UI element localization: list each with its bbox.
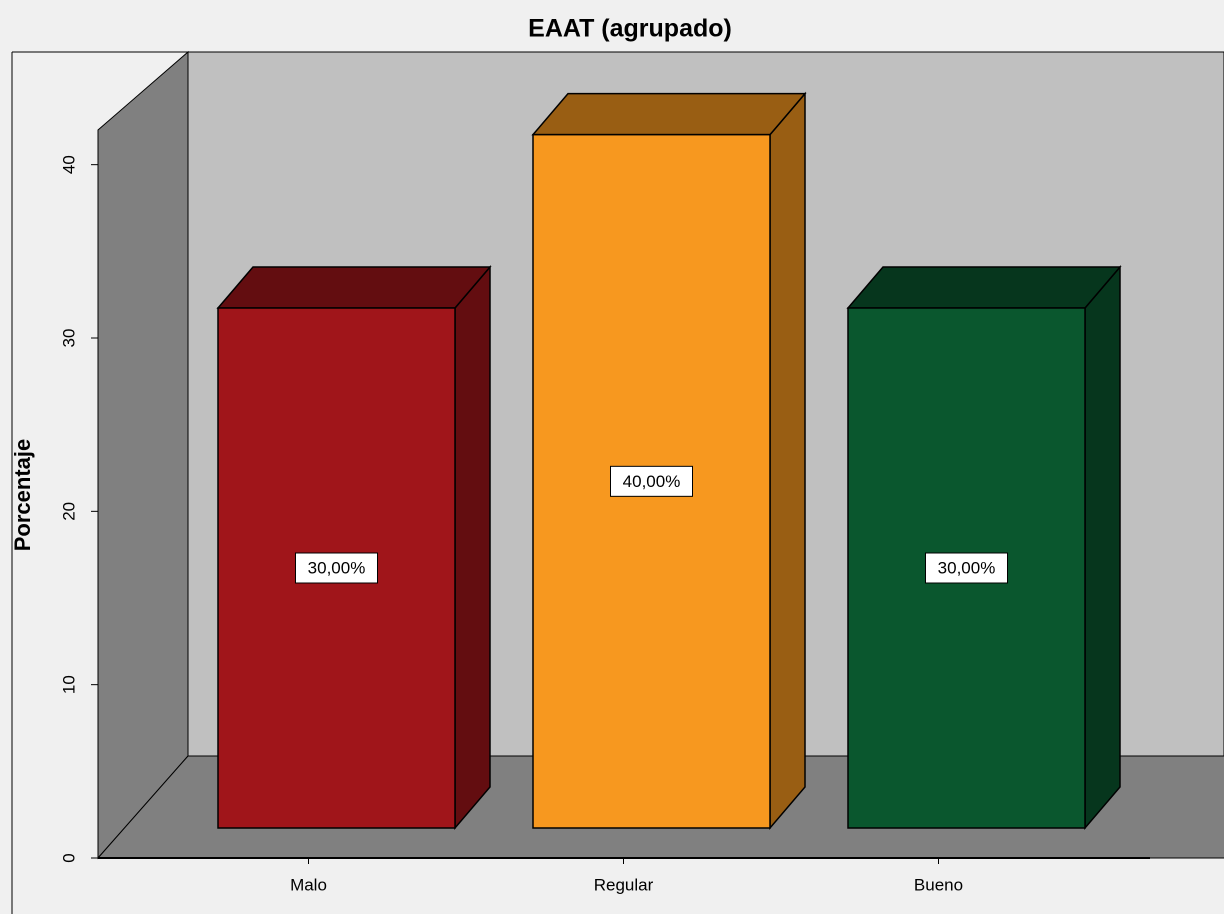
x-tick-label: Malo xyxy=(290,875,327,894)
y-tick-label: 30 xyxy=(59,329,78,348)
data-label-box xyxy=(295,552,378,584)
y-tick-label: 40 xyxy=(59,155,78,174)
bar-top xyxy=(531,92,807,136)
y-axis-label: Porcentaje xyxy=(10,439,35,552)
bar-top xyxy=(216,266,492,309)
y-tick-label: 10 xyxy=(59,675,78,694)
data-label-box xyxy=(925,552,1008,584)
x-tick-label: Regular xyxy=(594,875,654,894)
bar-side xyxy=(1084,264,1121,831)
data-label: 30,00% xyxy=(308,558,366,577)
x-tick-label: Bueno xyxy=(914,875,963,894)
y-tick-label: 20 xyxy=(59,502,78,521)
data-label: 30,00% xyxy=(938,558,996,577)
bar-top xyxy=(846,266,1122,309)
chart-title: EAAT (agrupado) xyxy=(528,15,732,43)
data-label: 40,00% xyxy=(623,472,681,491)
side-wall xyxy=(97,50,189,860)
y-tick-label: 0 xyxy=(59,853,78,862)
bar-side xyxy=(454,264,491,831)
data-label-box xyxy=(610,465,693,497)
bar-side xyxy=(769,91,806,831)
